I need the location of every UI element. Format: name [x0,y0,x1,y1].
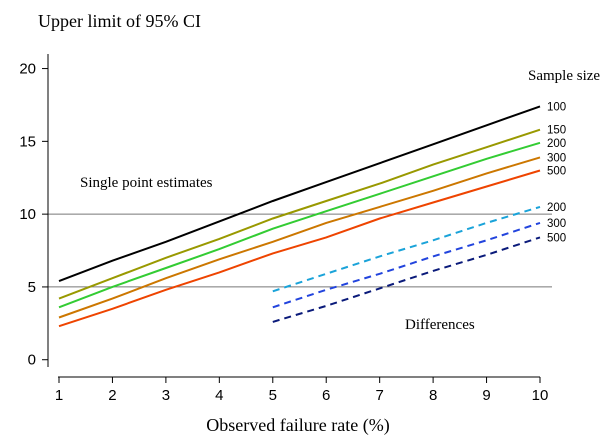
annotation-single-point-estimates: Single point estimates [80,175,213,191]
series-label-differences-500: 500 [547,232,566,244]
series-line-differences-300 [272,221,541,309]
x-tick-label: 4 [215,387,223,404]
series-label-differences-300: 300 [547,218,566,230]
series-label-differences-200: 200 [547,202,566,214]
y-tick-label: 15 [19,133,36,150]
series-line-single-100 [58,105,541,283]
series-lines [58,105,541,328]
series-label-single-300: 300 [547,152,566,164]
series-line-single-300 [58,156,541,319]
x-tick-label: 2 [108,387,116,404]
y-axis-label: Upper limit of 95% CI [38,11,201,31]
x-axis-label: Observed failure rate (%) [206,415,389,436]
y-tick-label: 5 [28,279,36,296]
x-tick-label: 1 [55,387,63,404]
y-tick-label: 10 [19,206,36,223]
legend-title: Sample size [528,68,600,84]
series-line-differences-200 [272,205,541,293]
y-ticks: 0 5 10 15 20 [19,61,48,369]
x-tick-label: 10 [532,387,549,404]
x-tick-label: 6 [322,387,330,404]
x-tick-label: 9 [482,387,490,404]
annotation-differences: Differences [405,317,475,333]
x-tick-label: 7 [375,387,383,404]
x-ticks: 1 2 3 4 5 6 7 8 9 10 [55,377,549,404]
series-line-single-500 [58,169,541,328]
series-line-single-200 [58,141,541,309]
series-line-differences-500 [272,236,541,323]
x-tick-label: 5 [269,387,277,404]
series-label-single-100: 100 [547,101,566,113]
y-tick-label: 0 [28,352,36,369]
reference-lines [48,213,552,288]
series-label-single-200: 200 [547,138,566,150]
y-tick-label: 20 [19,61,36,78]
x-tick-label: 3 [162,387,170,404]
series-line-single-150 [58,128,541,300]
series-label-single-150: 150 [547,125,566,137]
x-tick-label: 8 [429,387,437,404]
series-label-single-500: 500 [547,166,566,178]
